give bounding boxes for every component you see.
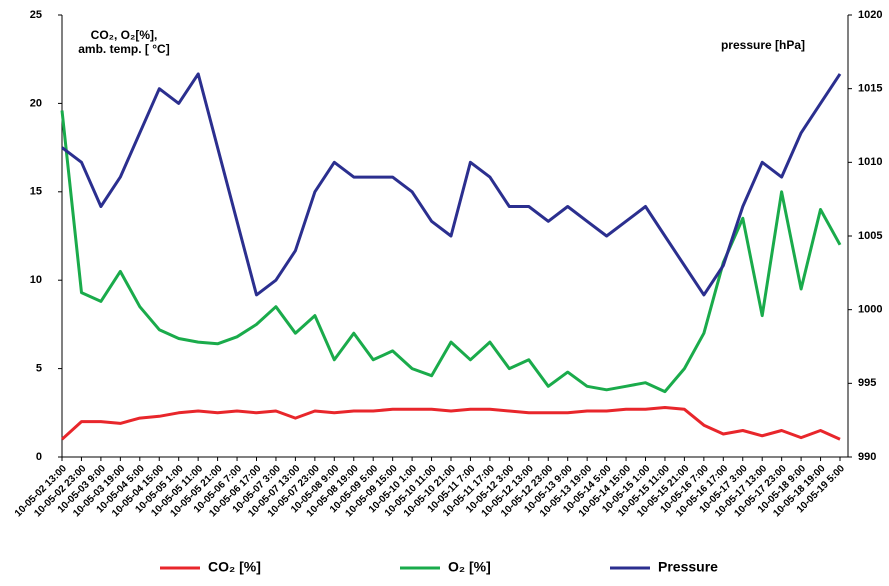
- legend-label: Pressure: [658, 559, 718, 575]
- series-line: [60, 110, 842, 394]
- y-tick-label: 5: [36, 363, 42, 375]
- y-tick-label: 15: [30, 186, 42, 198]
- y-tick-label: 10: [30, 274, 42, 286]
- y-tick-label: 20: [30, 97, 42, 109]
- y-axis-label: CO₂, O₂[%],: [91, 28, 158, 42]
- y2-tick-label: 1005: [858, 230, 882, 242]
- y-tick-label: 0: [36, 451, 42, 463]
- legend-label: O₂ [%]: [448, 559, 491, 575]
- y-tick-label: 25: [30, 9, 42, 21]
- y2-tick-label: 1000: [858, 304, 882, 316]
- y2-tick-label: 995: [858, 377, 876, 389]
- y-axis-label: amb. temp. [ °C]: [78, 42, 169, 56]
- series-line: [60, 406, 841, 441]
- y2-tick-label: 1015: [858, 83, 882, 95]
- y2-axis-label: pressure [hPa]: [721, 38, 805, 52]
- y2-tick-label: 1010: [858, 156, 882, 168]
- legend-label: CO₂ [%]: [208, 559, 261, 575]
- series-line: [61, 72, 842, 297]
- y2-tick-label: 990: [858, 451, 876, 463]
- y2-tick-label: 1020: [858, 9, 882, 21]
